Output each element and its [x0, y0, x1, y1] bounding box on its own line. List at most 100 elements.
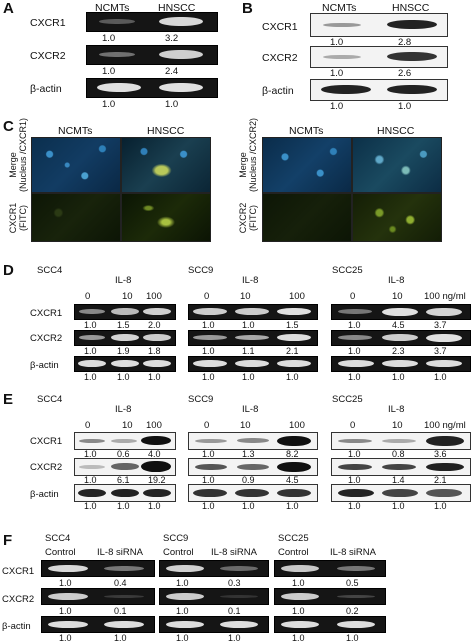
gel-band-strip [274, 560, 386, 577]
dose-label: 10 [392, 291, 403, 302]
band-value: 1.0 [434, 372, 447, 382]
band-value: 1.0 [392, 501, 405, 511]
dose-label: 0 [85, 291, 91, 302]
band-value: 1.4 [392, 475, 405, 485]
band-value: 1.5 [117, 320, 130, 330]
band-value: 1.0 [398, 101, 412, 112]
dose-label: 100 ng/ml [424, 291, 466, 302]
panel-letter: D [3, 262, 14, 279]
gel-band-strip [331, 304, 471, 320]
band-value: 1.0 [202, 372, 215, 382]
row-label: CXCR2 [262, 52, 298, 64]
band-value: 1.0 [348, 320, 361, 330]
gel-band-strip [274, 588, 386, 605]
band-value: 1.0 [348, 449, 361, 459]
band-value: 0.4 [114, 578, 127, 588]
gel-band-strip [86, 45, 218, 65]
row-label: Merge (Nucleus /CXCR1) [8, 117, 28, 192]
gel-band-strip [159, 588, 269, 605]
band-value: 1.0 [59, 606, 72, 616]
cell-line-label: SCC25 [332, 265, 363, 276]
band-value: 1.0 [348, 346, 361, 356]
col-header: HNSCC [147, 125, 185, 137]
row-label: β-actin [30, 489, 59, 500]
band-value: 1.8 [148, 346, 161, 356]
dose-label: 10 [392, 420, 403, 431]
band-value: 0.9 [242, 475, 255, 485]
gel-band-strip [41, 616, 155, 633]
band-value: 8.2 [286, 449, 299, 459]
gel-band-strip [331, 458, 471, 476]
condition-label: Control [45, 547, 76, 558]
row-label: CXCR2 [30, 333, 63, 344]
band-value: 1.0 [59, 633, 72, 643]
dose-label: 0 [350, 291, 356, 302]
gel-band-strip [188, 330, 318, 346]
micrograph-fitc-hnscc-cxcr1 [121, 193, 211, 242]
band-value: 1.3 [242, 449, 255, 459]
band-value: 1.0 [176, 633, 189, 643]
band-value: 1.0 [102, 99, 116, 110]
micrograph-merge-ncmts-cxcr2 [262, 137, 352, 193]
gel-band-strip [331, 356, 471, 372]
band-value: 1.0 [242, 501, 255, 511]
band-value: 4.0 [148, 449, 161, 459]
row-label: CXCR1 [30, 17, 66, 29]
band-value: 0.1 [228, 606, 241, 616]
gel-band-strip [41, 560, 155, 577]
gel-band-strip [331, 484, 471, 502]
dose-label: 10 [122, 420, 133, 431]
band-value: 1.0 [202, 449, 215, 459]
band-value: 1.0 [202, 475, 215, 485]
panel-letter: C [3, 118, 14, 135]
gel-band-strip [188, 304, 318, 320]
cell-line-label: SCC4 [37, 394, 63, 405]
band-value: 1.0 [102, 66, 116, 77]
band-value: 1.0 [434, 501, 447, 511]
band-value: 1.1 [242, 346, 255, 356]
band-value: 0.5 [346, 578, 359, 588]
gel-band-strip [86, 78, 218, 98]
cell-line-label: SCC9 [188, 394, 214, 405]
treatment-label: IL-8 [115, 275, 132, 286]
condition-label: IL-8 siRNA [330, 547, 376, 558]
gel-band-strip [188, 432, 318, 450]
row-label: CXCR1 (FITC) [8, 202, 28, 234]
band-value: 1.0 [348, 475, 361, 485]
cell-line-label: SCC9 [163, 533, 189, 544]
gel-band-strip [188, 484, 318, 502]
band-value: 3.2 [165, 33, 179, 44]
gel-band-strip [331, 432, 471, 450]
treatment-label: IL-8 [388, 404, 405, 415]
row-label: β-actin [262, 85, 294, 97]
row-label: CXCR2 (FITC) [238, 202, 258, 234]
micrograph-fitc-ncmts-cxcr1 [31, 193, 121, 242]
band-value: 1.0 [117, 372, 130, 382]
panel-letter: E [3, 391, 14, 408]
band-value: 2.6 [398, 68, 412, 79]
band-value: 0.8 [392, 449, 405, 459]
micrograph-merge-hnscc-cxcr2 [352, 137, 442, 193]
row-label: CXCR1 [30, 436, 63, 447]
treatment-label: IL-8 [242, 275, 259, 286]
dose-label: 100 [289, 291, 305, 302]
condition-label: IL-8 siRNA [97, 547, 143, 558]
band-value: 19.2 [148, 475, 166, 485]
band-value: 1.0 [176, 578, 189, 588]
col-header: NCMTs [289, 125, 324, 137]
col-header: HNSCC [158, 2, 196, 14]
band-value: 1.0 [292, 606, 305, 616]
band-value: 2.8 [398, 37, 412, 48]
gel-band-strip [159, 560, 269, 577]
row-label: Merge (Nucleus /CXCR2) [238, 117, 258, 192]
micrograph-merge-hnscc-cxcr1 [121, 137, 211, 193]
cell-line-label: SCC25 [332, 394, 363, 405]
panel-letter: F [3, 532, 13, 549]
band-value: 1.0 [348, 501, 361, 511]
dose-label: 0 [350, 420, 356, 431]
dose-label: 100 ng/ml [424, 420, 466, 431]
gel-band-strip [74, 458, 176, 476]
condition-label: Control [278, 547, 309, 558]
row-label: β-actin [30, 360, 59, 371]
gel-band-strip [74, 330, 176, 346]
